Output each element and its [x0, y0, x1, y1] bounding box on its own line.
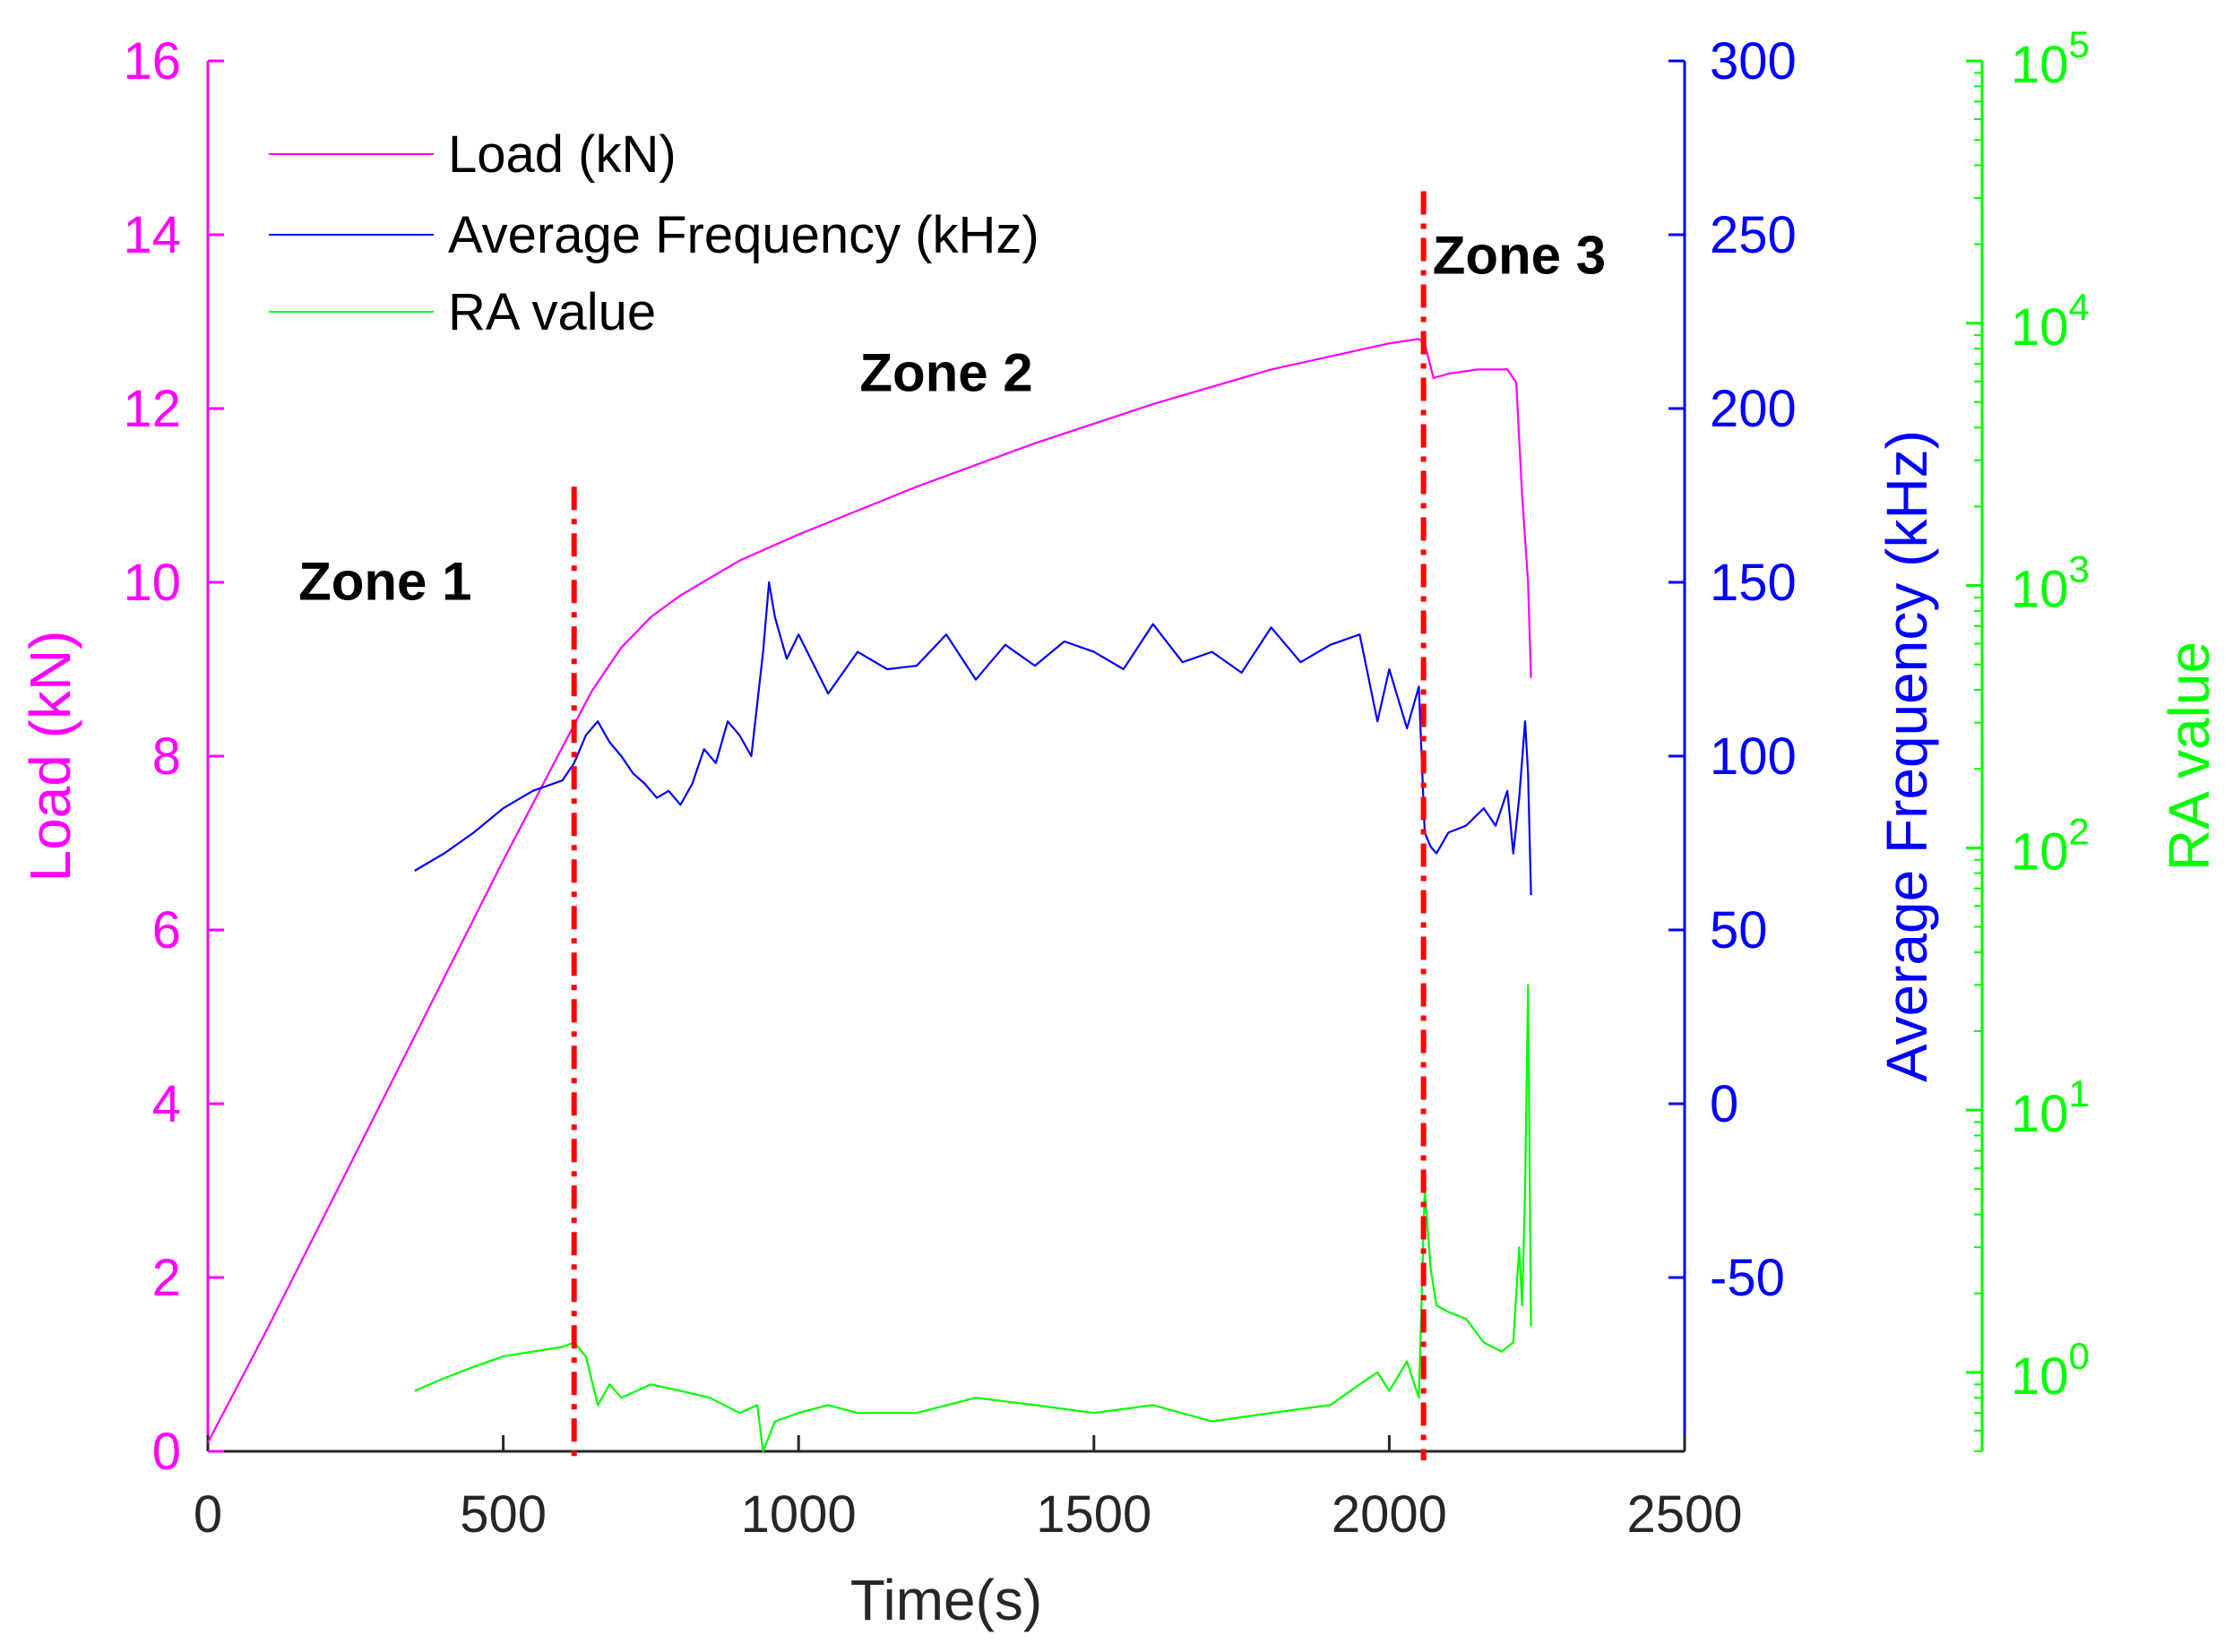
load-tick-label: 0: [152, 1423, 181, 1481]
load-axis-title: Load (kN): [18, 631, 82, 882]
x-tick-label: 1000: [741, 1485, 857, 1544]
series-layer: [207, 338, 1532, 1453]
frequency-tick-label: 300: [1710, 32, 1797, 90]
load-tick-label: 14: [123, 206, 181, 264]
load-tick-label: 10: [123, 554, 181, 612]
frequency-tick-label: 250: [1710, 206, 1797, 264]
series-line-load: [207, 338, 1532, 1443]
ra-tick-label: 105: [2011, 23, 2090, 94]
ra-axis-ticks: 100 101 102 103 104 105: [1966, 23, 2090, 1452]
frequency-tick-label: -50: [1710, 1249, 1785, 1307]
legend: Load (kN) Average Frequency (kHz) RA val…: [269, 125, 1039, 341]
load-axis-ticks: 0 2 4 6 8 10 12 14 16: [123, 32, 224, 1481]
load-tick-label: 16: [123, 32, 181, 90]
series-line-frequency: [414, 581, 1532, 896]
x-axis-title: Time(s): [850, 1568, 1042, 1632]
load-tick-label: 2: [152, 1249, 181, 1307]
x-tick-label: 500: [460, 1485, 547, 1544]
series-line-ra: [414, 984, 1532, 1453]
legend-label-load: Load (kN): [448, 125, 677, 184]
frequency-tick-label: 50: [1710, 901, 1768, 959]
legend-label-ra: RA value: [448, 283, 656, 341]
load-tick-label: 4: [152, 1075, 181, 1133]
frequency-tick-label: 0: [1710, 1075, 1738, 1133]
frequency-axis-title: Average Frequency (kHz): [1875, 430, 1939, 1082]
ra-axis-title: RA value: [2157, 641, 2221, 871]
load-tick-label: 8: [152, 727, 181, 786]
ra-tick-label: 102: [2011, 810, 2090, 881]
frequency-tick-label: 150: [1710, 554, 1797, 612]
legend-label-frequency: Average Frequency (kHz): [448, 206, 1039, 264]
zone-label: Zone 2: [859, 343, 1032, 403]
x-tick-label: 1500: [1036, 1485, 1151, 1544]
ra-tick-label: 104: [2011, 286, 2090, 357]
annotations: Zone 1 Zone 2 Zone 3: [298, 226, 1606, 612]
x-tick-label: 2000: [1332, 1485, 1447, 1544]
frequency-tick-label: 100: [1710, 727, 1797, 786]
zone-label: Zone 1: [298, 551, 471, 611]
frequency-axis-ticks: -50 0 50 100 150 200 250 300: [1668, 32, 1797, 1307]
load-tick-label: 6: [152, 901, 181, 959]
x-tick-label: 0: [194, 1485, 222, 1544]
x-axis-ticks: 0 500 1000 1500 2000 2500: [194, 1435, 1743, 1544]
ra-tick-label: 100: [2011, 1335, 2090, 1406]
zone-lines: [571, 191, 1427, 1460]
load-tick-label: 12: [123, 380, 181, 438]
zone-label: Zone 3: [1433, 226, 1606, 286]
ra-tick-label: 103: [2011, 548, 2090, 619]
frequency-tick-label: 200: [1710, 380, 1797, 438]
x-tick-label: 2500: [1626, 1485, 1742, 1544]
ra-tick-label: 101: [2011, 1072, 2090, 1143]
